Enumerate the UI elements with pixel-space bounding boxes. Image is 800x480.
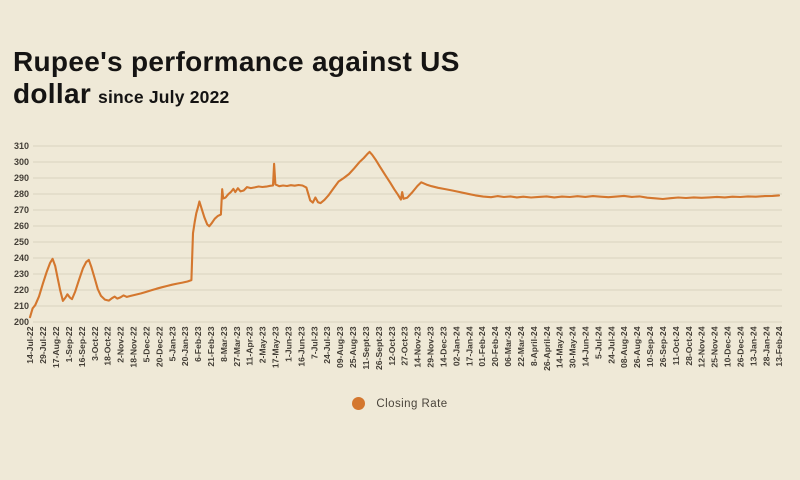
y-axis-label: 250 [14,237,29,247]
x-axis-label: 16-Jun-23 [296,326,306,366]
y-axis-label: 220 [14,285,29,295]
x-axis-label: 8-Mar-23 [219,326,229,362]
legend-label: Closing Rate [376,397,448,410]
x-axis-label: 13-Jan-24 [748,326,758,366]
x-axis-label: 14-Nov-23 [413,326,423,367]
x-axis-label: 5-Dec-22 [141,326,151,362]
x-axis-label: 28-Oct-24 [684,326,694,365]
x-axis-label: 2-Nov-22 [116,326,126,363]
x-axis-label: 14-Jun-24 [581,326,591,366]
x-axis-label: 09-Aug-23 [335,326,345,368]
x-axis-label: 2-May-23 [258,326,268,363]
x-axis-label: 20-Feb-24 [490,326,500,366]
x-axis-label: 1-Jun-23 [284,326,294,362]
x-axis-label: 18-Nov-22 [129,326,139,367]
x-axis-label: 12-Nov-24 [697,326,707,367]
y-axis-label: 260 [14,221,29,231]
x-axis-label: 14-May-24 [555,326,565,368]
x-axis-label: 06-Mar-24 [503,326,513,366]
legend: Closing Rate [0,397,800,410]
x-axis-label: 26-Aug-24 [632,326,642,368]
x-axis-label: 10-Dec-24 [723,326,733,367]
x-axis-label: 27-Oct-23 [400,326,410,365]
x-axis-label: 26-Dec-24 [736,326,746,367]
chart-title-line2-wrap: dollar since July 2022 [13,78,460,110]
closing-rate-line [28,150,781,319]
x-axis-label: 02-Jan-24 [451,326,461,366]
chart-title-suffix: since July 2022 [98,87,230,108]
x-axis-label: 7-Jul-23 [309,326,319,359]
x-axis-label: 26-Sep-24 [658,326,668,367]
y-axis-label: 310 [14,141,29,151]
x-axis-label: 29-Nov-23 [426,326,436,367]
chart-title-line1: Rupee's performance against US [13,46,460,77]
x-axis-label: 11-Sept-23 [361,326,371,369]
x-axis-label: 25-Nov-24 [710,326,720,367]
x-axis-label: 29-Jul-22 [38,326,48,363]
x-axis-label: 16-Sep-22 [77,326,87,367]
y-axis-label: 300 [14,157,29,167]
x-axis-label: 25-Aug-23 [348,326,358,368]
x-axis-label: 26-April-24 [542,326,552,371]
x-axis-label: 3-Oct-22 [90,326,100,361]
x-axis-label: 12-Oct-23 [387,326,397,365]
x-axis-label: 8-April-24 [529,326,539,366]
x-axis-label: 27-Mar-23 [232,326,242,366]
x-axis-label: 01-Feb-24 [477,326,487,366]
y-axis-label: 200 [14,317,29,327]
x-axis-label: 13-Feb-24 [774,326,784,366]
x-axis-label: 21-Feb-23 [206,326,216,366]
x-axis-label: 10-Sep-24 [645,326,655,367]
x-axis-label: 5-Jan-23 [167,326,177,361]
x-axis-label: 17-Aug-22 [51,326,61,368]
x-axis-label: 17-Jan-24 [464,326,474,366]
y-axis-label: 240 [14,253,29,263]
y-axis-label: 230 [14,269,29,279]
x-axis-label: 24-Jul-23 [322,326,332,363]
x-axis-label: 1-Sep-22 [64,326,74,362]
x-axis-label: 08-Aug-24 [619,326,629,368]
x-axis-label: 11-Apr-23 [245,326,255,365]
legend-dot-icon [352,397,366,410]
y-axis-label: 290 [14,173,29,183]
x-axis-label: 18-Oct-22 [103,326,113,365]
y-axis-label: 210 [14,301,29,311]
x-axis-label: 11-Oct-24 [671,326,681,365]
x-axis-label: 20-Jan-23 [180,326,190,366]
x-axis-label: 22-Mar-24 [516,326,526,366]
x-axis-label: 26-Sept-23 [374,326,384,370]
x-axis-label: 6-Feb-23 [193,326,203,362]
x-axis-label: 14-Dec-23 [438,326,448,367]
y-axis-label: 270 [14,205,29,215]
x-axis-label: 30-May-24 [568,326,578,368]
x-axis-label: 24-Jul-24 [606,326,616,363]
x-axis-label: 20-Dec-22 [154,326,164,367]
x-axis-label: 14-Jul-22 [25,326,35,363]
y-axis-label: 280 [14,189,29,199]
chart-title-line2: dollar [13,78,92,110]
x-axis-label: 5-Jul-24 [593,326,603,359]
x-axis-label: 17-May-23 [271,326,281,368]
x-axis-label: 28-Jan-24 [761,326,771,366]
chart-title: Rupee's performance against US dollar sin… [13,46,460,111]
